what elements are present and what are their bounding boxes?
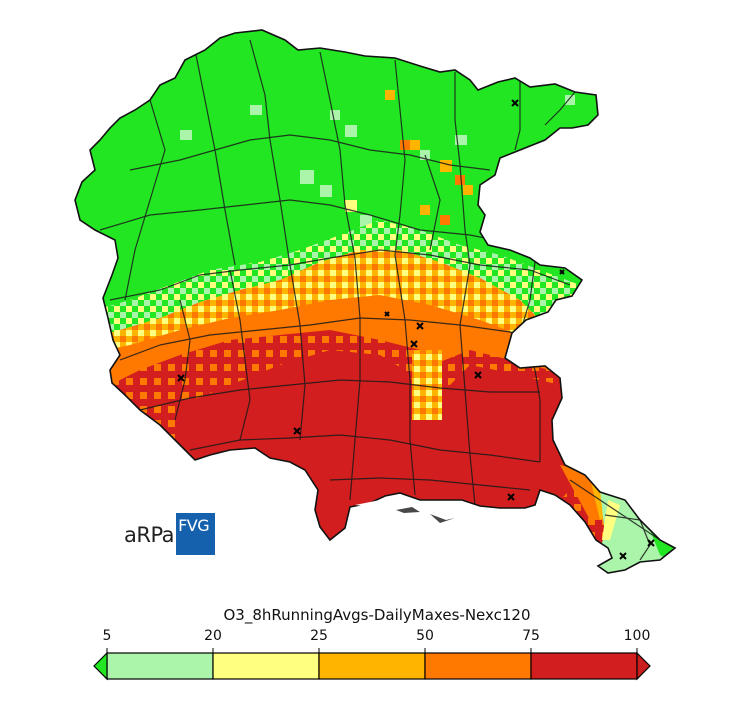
map-panel: aRPa FVG xyxy=(74,29,676,574)
colorbar-title: O3_8hRunningAvgs-DailyMaxes-Nexc120 xyxy=(223,606,531,624)
station-marker xyxy=(416,322,424,330)
colorbar-bin xyxy=(212,652,320,680)
station-markers xyxy=(177,99,655,560)
logo-text-arpa: aRPa xyxy=(124,523,175,547)
arpa-fvg-logo: aRPa FVG xyxy=(124,513,216,555)
logo-text-fvg: FVG xyxy=(176,513,216,555)
station-marker xyxy=(559,269,565,275)
station-marker xyxy=(293,427,301,435)
colorbar-tick-label: 75 xyxy=(522,628,540,644)
colorbar-bin xyxy=(106,652,214,680)
station-marker xyxy=(507,493,515,501)
colorbar-tick-label: 25 xyxy=(310,628,328,644)
station-marker xyxy=(410,340,418,348)
colorbar-tick-label: 50 xyxy=(416,628,434,644)
station-marker xyxy=(647,539,655,547)
colorbar-under-arrow xyxy=(93,651,108,681)
station-marker xyxy=(474,371,482,379)
colorbar-bin xyxy=(530,652,638,680)
colorbar-bin xyxy=(318,652,426,680)
station-marker xyxy=(384,311,390,317)
station-marker xyxy=(511,99,519,107)
colorbar-tick-label: 100 xyxy=(623,628,651,644)
station-marker xyxy=(619,552,627,560)
colorbar: 5 20 25 50 75 100 xyxy=(0,628,754,688)
ozone-exceedance-map xyxy=(74,29,676,574)
district-boundaries xyxy=(99,39,661,561)
colorbar-tick-label: 5 xyxy=(102,628,112,644)
colorbar-bin xyxy=(424,652,532,680)
colorbar-tick-label: 20 xyxy=(204,628,222,644)
colorbar-over-arrow xyxy=(636,651,651,681)
lagoon-islands xyxy=(355,498,455,523)
station-marker xyxy=(177,374,185,382)
colorbar-graphic xyxy=(93,648,651,681)
